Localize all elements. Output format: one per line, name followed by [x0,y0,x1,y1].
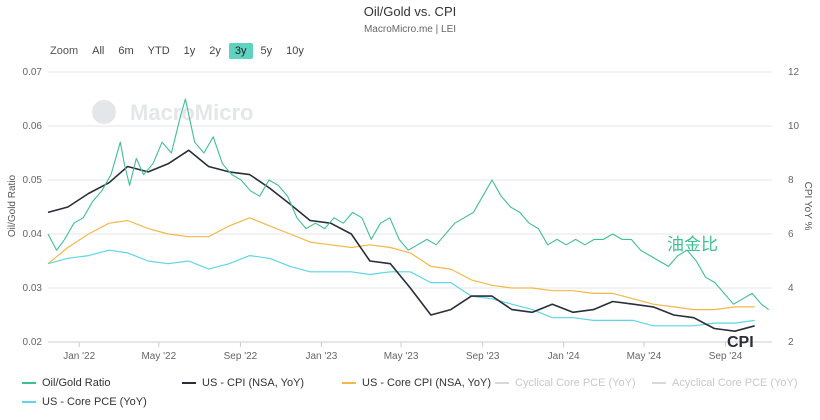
watermark-logo [92,100,116,124]
legend-item-acyclical-core-pce[interactable]: Acyclical Core PCE (YoY) [652,377,798,389]
x-tick-label: May '24 [627,351,662,362]
y-axis-right-label: CPI YoY % [802,182,813,231]
legend-label: Oil/Gold Ratio [42,377,111,389]
chart-subtitle: MacroMicro.me | LEI [363,24,457,35]
chart-title: Oil/Gold vs. CPI [363,4,457,19]
y-tick-label-left: 0.04 [23,229,43,240]
cpi-annotation: CPI [727,334,754,351]
series-line-core-cpi [47,217,755,311]
range-selector: Zoom All 6m YTD 1y 2y 3y 5y 10y [50,43,310,59]
range-button-5y[interactable]: 5y [260,45,273,57]
legend-swatch-core-pce [22,401,36,403]
range-button-1y[interactable]: 1y [183,45,196,57]
x-tick-label: Jan '23 [305,351,337,362]
legend-item-core-pce[interactable]: US - Core PCE (YoY) [22,396,147,408]
legend-swatch-cyclical-core-pce [495,382,509,384]
range-button-6m[interactable]: 6m [118,45,134,57]
legend-label: Cyclical Core PCE (YoY) [515,377,636,389]
y-axis-left-label: Oil/Gold Ratio [7,174,18,237]
x-tick-label: Sep '23 [466,351,500,362]
x-tick-label: Jan '22 [63,351,95,362]
x-axis: Jan '22 May '22 Sep '22 Jan '23 May '23 Sep '… [48,341,772,362]
series-line-core-pce [47,249,755,327]
range-button-2y[interactable]: 2y [209,45,221,57]
y-tick-label-right: 12 [788,67,800,78]
y-tick-label-left: 0.06 [23,121,43,132]
legend-label: US - Core PCE (YoY) [42,396,147,408]
range-button-3y[interactable]: 3y [228,43,253,59]
range-button-all[interactable]: All [92,45,105,57]
y-tick-label-right: 2 [788,337,794,348]
legend-item-oil-gold[interactable]: Oil/Gold Ratio [22,377,110,389]
y-tick-label-right: 4 [788,283,794,294]
x-tick-label: May '22 [141,351,176,362]
oil-gold-annotation: 油金比 [667,235,718,254]
y-axis-left: 0.02 0.03 0.04 0.05 0.06 0.07 [23,67,43,348]
legend-item-cyclical-core-pce[interactable]: Cyclical Core PCE (YoY) [495,377,636,389]
legend-label: Acyclical Core PCE (YoY) [672,377,798,389]
series-line-oil-gold [47,98,770,311]
x-tick-label: May '23 [384,351,419,362]
x-tick-label: Sep '24 [709,351,743,362]
x-tick-label: Jan '24 [548,351,580,362]
y-tick-label-left: 0.05 [23,175,43,186]
y-tick-label-left: 0.02 [23,337,43,348]
legend-label: US - CPI (NSA, YoY) [202,377,305,389]
zoom-label: Zoom [50,45,79,57]
y-tick-label-right: 6 [788,229,794,240]
legend-swatch-core-cpi [342,382,356,384]
series-layer [47,98,770,332]
y-tick-label-right: 8 [788,175,794,186]
y-tick-label-left: 0.03 [23,283,43,294]
legend-item-core-cpi[interactable]: US - Core CPI (NSA, YoY) [342,377,491,389]
y-tick-label-left: 0.07 [23,67,43,78]
range-button-ytd[interactable]: YTD [147,45,170,57]
y-tick-label-right: 10 [788,121,800,132]
legend-label: US - Core CPI (NSA, YoY) [362,377,491,389]
series-line-cpi [47,149,755,332]
legend-item-cpi[interactable]: US - CPI (NSA, YoY) [182,377,304,389]
watermark: MacroMicro [130,100,253,125]
legend-swatch-oil-gold [22,382,36,384]
legend-swatch-cpi [182,382,196,384]
range-button-10y[interactable]: 10y [286,45,304,57]
x-tick-label: Sep '22 [224,351,258,362]
y-axis-right: 2 4 6 8 10 12 [788,67,800,348]
legend-swatch-acyclical-core-pce [652,382,666,384]
